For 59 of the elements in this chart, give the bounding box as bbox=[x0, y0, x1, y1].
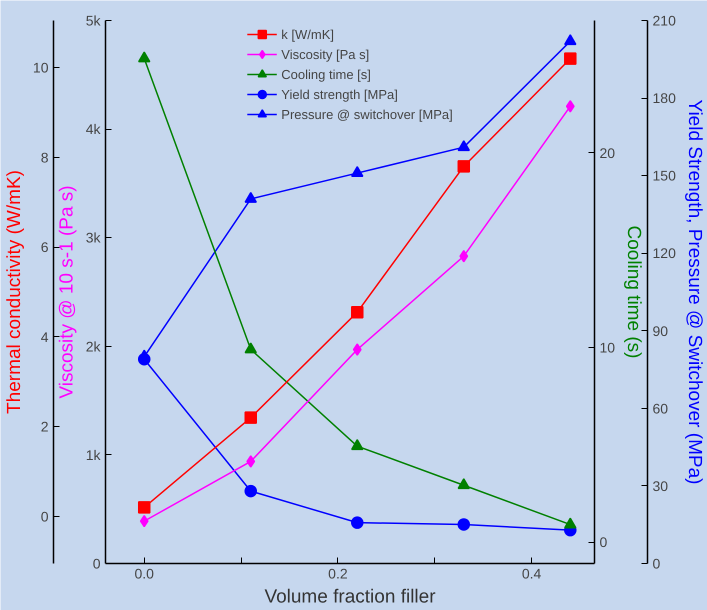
y2-tick-label: 3k bbox=[86, 230, 102, 246]
point bbox=[138, 51, 150, 62]
point bbox=[351, 516, 364, 529]
point bbox=[138, 352, 150, 366]
point bbox=[352, 343, 362, 356]
legend-label: Pressure @ switchover [MPa] bbox=[281, 106, 453, 122]
y-tick-label: 210 bbox=[652, 12, 676, 28]
point bbox=[138, 501, 150, 514]
point bbox=[351, 166, 364, 177]
y-tick-label: 4 bbox=[40, 328, 49, 345]
y2-axis-title: Viscosity @ 10 s-1 (Pa s) bbox=[56, 185, 78, 399]
y-tick-label: 6 bbox=[40, 239, 49, 256]
point bbox=[458, 140, 470, 152]
y2-tick-label: 5k bbox=[86, 12, 102, 28]
point bbox=[140, 514, 149, 528]
y-tick-label: 150 bbox=[652, 168, 676, 184]
x-tick-label: 0.0 bbox=[134, 566, 154, 582]
y-axis-title: Yield Strength, Pressure @ Switchover (MPa) bbox=[684, 100, 705, 485]
y3-tick-label: 0 bbox=[600, 534, 608, 550]
y-tick-label: 60 bbox=[652, 400, 668, 416]
point bbox=[244, 342, 257, 354]
y3-axis-title: Cooling time (s) bbox=[623, 225, 644, 359]
legend-label: k [W/mK] bbox=[281, 26, 334, 42]
y-tick-label: 10 bbox=[32, 60, 49, 76]
point bbox=[458, 518, 470, 531]
y2-tick-label: 4k bbox=[86, 121, 102, 138]
y2-tick-label: 2k bbox=[86, 338, 102, 354]
point bbox=[564, 34, 577, 46]
point bbox=[244, 484, 257, 498]
point bbox=[566, 100, 575, 113]
x-tick-label: 0.4 bbox=[522, 566, 542, 582]
y2-tick-label: 1k bbox=[86, 446, 102, 463]
y2-tick-label: 0 bbox=[92, 556, 101, 572]
y-tick-label: 0 bbox=[40, 508, 49, 524]
y3-tick-label: 20 bbox=[600, 144, 616, 161]
point bbox=[244, 411, 257, 424]
x-axis-title: Volume fraction filler bbox=[264, 586, 436, 608]
y-tick-label: 0 bbox=[652, 556, 660, 572]
point bbox=[564, 517, 577, 528]
point bbox=[246, 455, 256, 468]
y-tick-label: 8 bbox=[40, 149, 49, 166]
point bbox=[351, 306, 364, 318]
point bbox=[458, 160, 470, 173]
point bbox=[458, 478, 470, 490]
y-tick-label: 2 bbox=[40, 418, 49, 435]
y-tick-label: 120 bbox=[652, 245, 676, 262]
point bbox=[459, 250, 468, 262]
y-tick-label: 180 bbox=[652, 90, 676, 106]
x-tick-label: 0.2 bbox=[328, 566, 348, 582]
y-tick-label: 90 bbox=[652, 322, 668, 339]
point bbox=[244, 192, 257, 203]
legend-label: Cooling time [s] bbox=[281, 66, 371, 82]
legend-label: Viscosity [Pa s] bbox=[281, 46, 370, 62]
y-axis-title: Thermal conductivity (W/mK) bbox=[4, 170, 25, 414]
point bbox=[351, 439, 364, 450]
y-tick-label: 30 bbox=[652, 478, 668, 494]
y3-tick-label: 10 bbox=[600, 339, 616, 356]
point bbox=[564, 52, 577, 65]
legend-label: Yield strength [MPa] bbox=[281, 86, 398, 102]
